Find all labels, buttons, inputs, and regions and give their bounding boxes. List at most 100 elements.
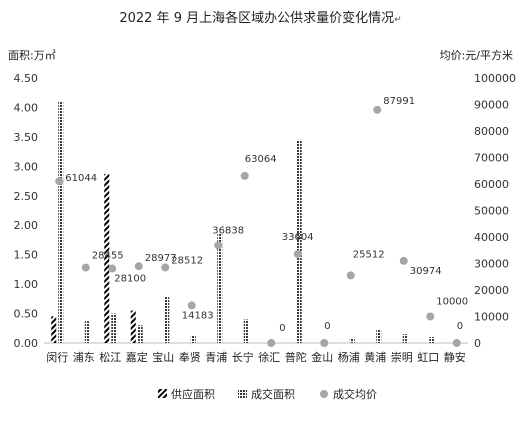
y-right-tick-label: 60000	[474, 178, 509, 191]
y-left-tick-label: 1.50	[14, 249, 39, 262]
price-point	[320, 339, 329, 347]
y-left-tick-label: 2.00	[14, 219, 39, 232]
deal-area-bar	[243, 319, 249, 343]
x-category-label: 青浦	[205, 351, 227, 364]
y-left-tick-label: 0.50	[14, 308, 39, 321]
deal-area-bar	[137, 325, 143, 343]
price-point	[108, 264, 117, 273]
y-right-tick-label: 20000	[474, 284, 509, 297]
y-left-tick-label: 4.50	[14, 72, 39, 85]
legend-swatch-deal	[238, 389, 247, 398]
x-category-label: 静安	[444, 350, 466, 364]
price-point	[346, 271, 355, 280]
bars	[51, 101, 435, 343]
deal-area-bar	[296, 139, 302, 343]
deal-area-bar	[217, 232, 223, 343]
y-right-tick-label: 80000	[474, 125, 509, 138]
price-point	[161, 263, 170, 272]
x-category-label: 嘉定	[126, 350, 148, 364]
y-left-tick-label: 1.00	[14, 278, 39, 291]
y-left-tick-label: 4.00	[14, 101, 39, 114]
deal-area-bar	[84, 321, 90, 343]
price-point	[267, 339, 276, 347]
legend-swatch-price	[320, 390, 328, 398]
deal-area-bar	[349, 338, 355, 343]
price-point	[134, 262, 143, 271]
y-right-tick-label: 40000	[474, 231, 509, 244]
deal-area-bar	[376, 330, 382, 343]
price-data-label: 63064	[245, 154, 277, 165]
price-data-label: 36838	[212, 225, 244, 236]
axes: 0.00 0.50 1.00 1.50 2.00 2.50 3.00 3.50 4.00 4.50…	[14, 72, 517, 364]
price-point	[240, 171, 249, 180]
x-category-label: 松江	[99, 350, 121, 364]
deal-area-bar	[58, 101, 64, 343]
legend-swatch-supply	[158, 389, 167, 398]
y-left-tick-label: 3.50	[14, 131, 39, 144]
price-data-label: 87991	[383, 96, 415, 107]
y-right-tick-label: 0	[474, 337, 481, 350]
supply-area-bar	[130, 310, 136, 343]
supply-area-bar	[104, 173, 110, 343]
y-axis-right-label: 均价:元/平方米	[439, 49, 513, 62]
price-data-label: 33604	[282, 232, 314, 243]
chart-title: 2022 年 9 月上海各区域办公供求量价变化情况↵	[0, 7, 521, 26]
x-category-label: 奉贤	[179, 350, 201, 364]
chart-title-text: 2022 年 9 月上海各区域办公供求量价变化情况	[119, 11, 395, 26]
x-category-label: 普陀	[285, 350, 307, 364]
x-category-label: 长宁	[232, 350, 254, 364]
price-data-label: 30974	[410, 266, 442, 277]
y-axis-left-label: 面积:万㎡	[8, 49, 56, 62]
deal-area-bar	[190, 335, 196, 343]
price-data-label: 0	[324, 321, 330, 332]
price-data-label: 28100	[114, 274, 146, 285]
price-data-label: 0	[457, 321, 463, 332]
deal-area-bar	[429, 337, 435, 343]
price-data-label: 25512	[353, 249, 385, 260]
price-point	[426, 312, 435, 321]
x-category-label: 宝山	[152, 350, 174, 364]
legend: 供应面积 成交面积 成交均价	[158, 387, 377, 401]
y-left-tick-label: 0.00	[14, 337, 39, 350]
y-right-tick-label: 70000	[474, 152, 509, 165]
y-right-tick-label: 90000	[474, 99, 509, 112]
price-data-label: 28512	[171, 255, 203, 266]
price-data-label: 14183	[182, 310, 214, 321]
y-left-tick-label: 3.00	[14, 160, 39, 173]
x-category-label: 金山	[311, 350, 333, 364]
price-point	[55, 177, 64, 186]
deal-area-bar	[164, 297, 170, 343]
x-category-label: 虹口	[417, 351, 439, 364]
price-point	[399, 256, 408, 265]
legend-label-deal: 成交面积	[251, 387, 295, 401]
x-category-label: 徐汇	[258, 350, 280, 364]
price-point	[452, 339, 461, 347]
x-category-label: 崇明	[391, 351, 413, 364]
x-category-label: 杨浦	[338, 350, 360, 364]
price-data-label: 28977	[145, 253, 177, 264]
legend-label-price: 成交均价	[333, 387, 377, 401]
price-data-label: 61044	[65, 173, 97, 184]
price-data-label: 28455	[92, 251, 124, 262]
x-category-label: 黄浦	[364, 350, 386, 364]
x-category-label: 浦东	[73, 351, 95, 364]
price-point	[373, 105, 382, 114]
y-right-tick-label: 10000	[474, 311, 509, 324]
price-point	[81, 263, 90, 272]
price-point	[214, 241, 223, 250]
y-right-tick-label: 30000	[474, 258, 509, 271]
supply-area-bar	[51, 316, 57, 343]
price-data-label: 0	[279, 323, 285, 334]
deal-area-bar	[111, 313, 117, 343]
price-point	[293, 249, 302, 258]
y-right-tick-label: 50000	[474, 205, 509, 218]
price-data-label: 10000	[436, 297, 468, 308]
deal-area-bar	[402, 334, 408, 343]
y-right-tick-label: 100000	[474, 72, 516, 85]
legend-label-supply: 供应面积	[171, 387, 215, 401]
price-point	[187, 301, 196, 310]
title-return-mark: ↵	[394, 15, 402, 25]
y-left-tick-label: 2.50	[14, 190, 39, 203]
